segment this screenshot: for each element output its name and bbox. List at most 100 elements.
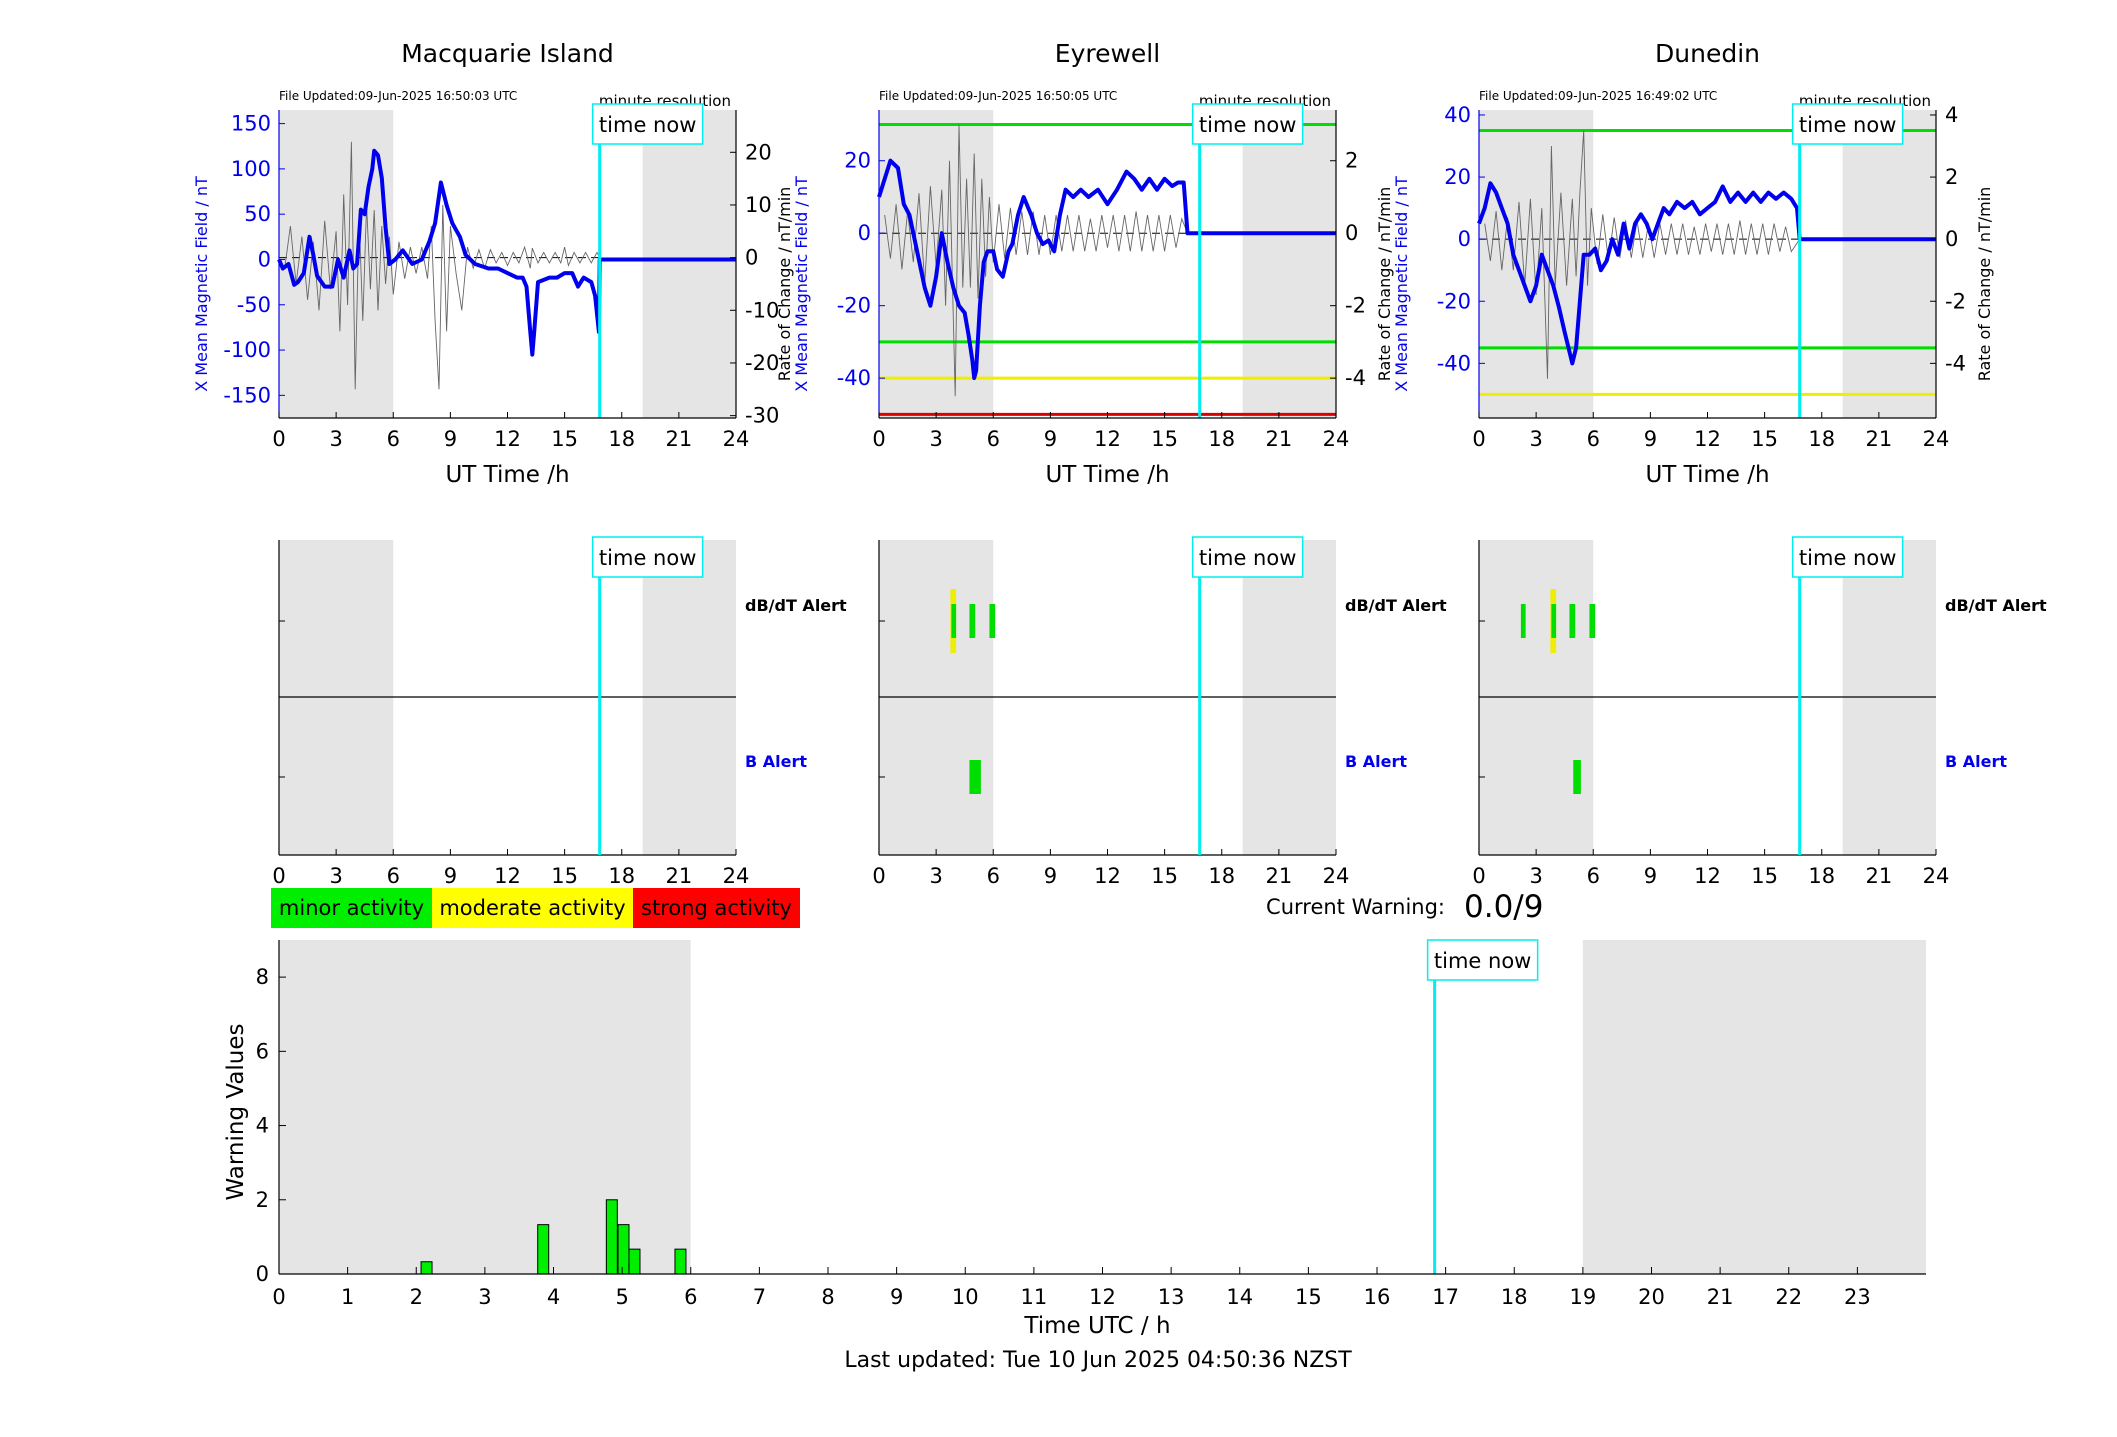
right-y-axis-label: Rate of Change / nT/min (775, 187, 794, 382)
chart-x-tick-label: 22 (1775, 1285, 1802, 1309)
mean-field-series (877, 158, 1336, 381)
night-shade-0 (1479, 110, 1594, 418)
station-field-panels: Macquarie Island File Updated:09-Jun-2025… (192, 39, 1994, 488)
right-y-tick-label: -10 (745, 298, 779, 322)
file-updated-text: File Updated:09-Jun-2025 16:50:05 UTC (879, 89, 1117, 103)
warning-bar-2 (605, 1199, 618, 1275)
warning-bar-0 (420, 1261, 433, 1275)
alert-x-tick-label: 3 (929, 864, 942, 888)
alert-x-tick-label: 3 (1529, 864, 1542, 888)
left-y-tick-label: 50 (244, 202, 271, 226)
alert-x-tick-label: 12 (494, 864, 521, 888)
chart-x-tick-label: 3 (478, 1285, 491, 1309)
rate-of-change-series (1484, 130, 1801, 379)
chart-x-tick-label: 6 (684, 1285, 697, 1309)
chart-x-tick-label: 4 (547, 1285, 560, 1309)
chart-x-tick-label: 2 (410, 1285, 423, 1309)
x-tick-label: 6 (1587, 427, 1600, 451)
alert-x-tick-label: 9 (444, 864, 457, 888)
chart-x-tick-label: 18 (1501, 1285, 1528, 1309)
x-axis-label: UT Time /h (1045, 462, 1169, 488)
chart-y-tick-label: 4 (256, 1114, 269, 1138)
alert-time-now-box (1191, 536, 1304, 578)
x-tick-label: 15 (551, 427, 578, 451)
dbdt-alert-mark-4 (1589, 604, 1596, 638)
alert-x-tick-label: 21 (1866, 864, 1893, 888)
alert-x-tick-label: 12 (1094, 864, 1121, 888)
x-tick-label: 12 (494, 427, 521, 451)
left-y-tick-label: -20 (1437, 289, 1471, 313)
alert-x-tick-label: 3 (329, 864, 342, 888)
dbdt-alert-mark-2 (1551, 604, 1557, 638)
night-shade-1 (1842, 110, 1936, 418)
right-y-tick-label: -4 (1345, 366, 1366, 390)
x-tick-label: 21 (1866, 427, 1893, 451)
chart-x-tick-label: 12 (1089, 1285, 1116, 1309)
chart-y-tick-label: 2 (256, 1188, 269, 1212)
right-y-tick-label: -30 (745, 404, 779, 428)
right-y-tick-label: 2 (1945, 165, 1958, 189)
dbdt-alert-label: dB/dT Alert (1945, 596, 2047, 615)
x-tick-label: 6 (387, 427, 400, 451)
alert-time-now-box (591, 536, 704, 578)
x-tick-label: 21 (1266, 427, 1293, 451)
x-tick-label: 24 (1923, 427, 1950, 451)
alert-time-now-label: time now (599, 546, 696, 570)
chart-y-tick-label: 8 (256, 965, 269, 989)
x-tick-label: 3 (329, 427, 342, 451)
x-tick-label: 21 (666, 427, 693, 451)
alert-time-now-box (1791, 536, 1904, 578)
right-y-tick-label: 0 (745, 246, 758, 270)
last-updated-text: Last updated: Tue 10 Jun 2025 04:50:36 N… (844, 1348, 1352, 1373)
x-axis-label: UT Time /h (445, 462, 569, 488)
alert-time-now-label: time now (1199, 546, 1296, 570)
x-tick-label: 0 (272, 427, 285, 451)
left-y-tick-label: 0 (1458, 227, 1471, 251)
alert-x-tick-label: 0 (1472, 864, 1485, 888)
b-alert-mark-0 (969, 760, 981, 794)
alert-x-tick-label: 21 (666, 864, 693, 888)
chart-x-tick-label: 21 (1707, 1285, 1734, 1309)
right-y-tick-label: -4 (1945, 351, 1966, 375)
legend-label-2: strong activity (641, 896, 792, 920)
mean-field-series (1477, 181, 1936, 366)
x-tick-label: 9 (1644, 427, 1657, 451)
x-tick-label: 9 (444, 427, 457, 451)
warning-bar-5 (674, 1248, 687, 1275)
activity-legend: minor activity moderate activity strong ac… (271, 888, 800, 928)
x-tick-label: 3 (1529, 427, 1542, 451)
chart-x-tick-label: 15 (1295, 1285, 1322, 1309)
time-now-box (591, 103, 704, 145)
left-y-tick-label: 40 (1444, 103, 1471, 127)
alert-x-tick-label: 6 (1587, 864, 1600, 888)
x-tick-label: 0 (1472, 427, 1485, 451)
b-alert-label: B Alert (745, 752, 807, 771)
right-y-tick-label: 0 (1945, 227, 1958, 251)
right-y-tick-label: 4 (1945, 103, 1958, 127)
station-title: Eyrewell (1055, 39, 1160, 68)
chart-x-axis-label: Time UTC / h (1023, 1313, 1170, 1339)
chart-x-tick-label: 9 (890, 1285, 903, 1309)
time-now-label: time now (1799, 113, 1896, 137)
chart-x-tick-label: 10 (952, 1285, 979, 1309)
alert-x-tick-label: 12 (1694, 864, 1721, 888)
alert-x-tick-label: 15 (551, 864, 578, 888)
alert-x-tick-label: 15 (1151, 864, 1178, 888)
chart-x-tick-label: 1 (341, 1285, 354, 1309)
left-y-axis-label: X Mean Magnetic Field / nT (792, 176, 811, 392)
chart-x-tick-label: 14 (1226, 1285, 1253, 1309)
chart-x-tick-label: 13 (1158, 1285, 1185, 1309)
alert-x-tick-label: 15 (1751, 864, 1778, 888)
alert-x-tick-label: 18 (608, 864, 635, 888)
alert-x-tick-label: 0 (272, 864, 285, 888)
right-y-tick-label: 20 (745, 140, 772, 164)
alert-x-tick-label: 9 (1644, 864, 1657, 888)
alert-x-tick-label: 0 (872, 864, 885, 888)
station-panel-1: Eyrewell File Updated:09-Jun-2025 16:50:0… (792, 39, 1394, 488)
chart-time-now-label: time now (1434, 949, 1531, 973)
left-y-tick-label: 0 (258, 247, 271, 271)
legend-label-1: moderate activity (439, 896, 625, 920)
left-y-tick-label: -20 (837, 294, 871, 318)
x-tick-label: 24 (723, 427, 750, 451)
alert-x-tick-label: 24 (1323, 864, 1350, 888)
